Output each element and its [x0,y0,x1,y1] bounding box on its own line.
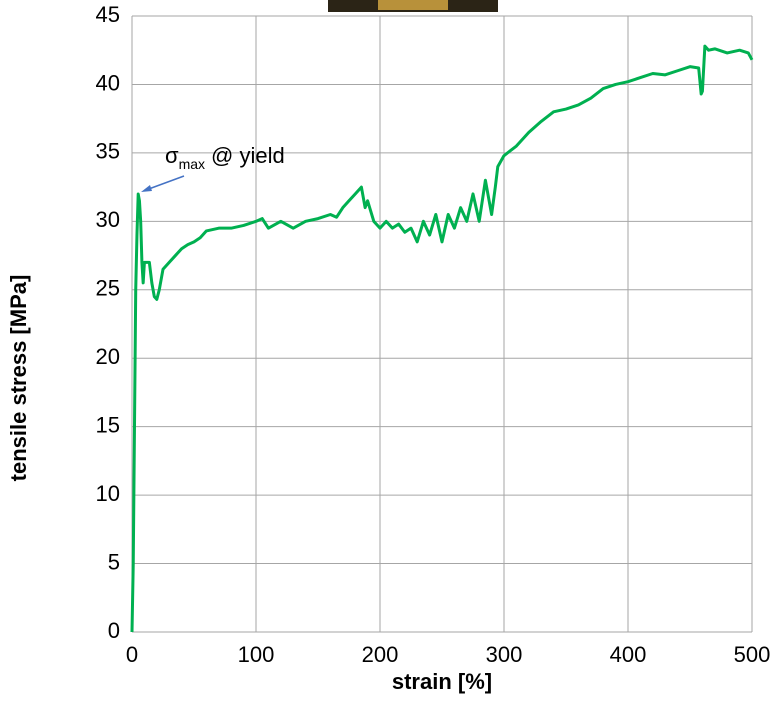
y-tick-label: 20 [96,344,120,369]
y-tick-label: 0 [108,618,120,643]
annotation: σmax @ yield [165,143,285,172]
y-tick-label: 15 [96,412,120,437]
annotation-arrow [141,176,184,192]
photo-strip [328,0,498,12]
y-tick-label: 5 [108,549,120,574]
x-tick-label: 100 [238,642,275,667]
x-tick-label: 400 [610,642,647,667]
annotation-subscript: max [179,156,205,172]
y-tick-label: 10 [96,481,120,506]
y-tick-label: 30 [96,207,120,232]
x-tick-label: 200 [362,642,399,667]
x-tick-label: 0 [126,642,138,667]
y-tick-label: 40 [96,70,120,95]
annotation-symbol: σ [165,143,179,168]
x-tick-label: 500 [734,642,771,667]
annotation-text: @ yield [211,143,285,168]
y-tick-label: 45 [96,2,120,27]
chart: 0 5 10 15 20 25 30 35 40 45 0 100 200 300 400 500 strai… [0,0,779,718]
data-line [132,46,752,632]
y-axis-label: tensile stress [MPa] [6,275,31,482]
x-tick-label: 300 [486,642,523,667]
x-axis-label: strain [%] [392,669,492,694]
y-tick-label: 25 [96,276,120,301]
plot: 0 5 10 15 20 25 30 35 40 45 0 100 200 300 400 500 [96,2,771,667]
y-tick-label: 35 [96,139,120,164]
